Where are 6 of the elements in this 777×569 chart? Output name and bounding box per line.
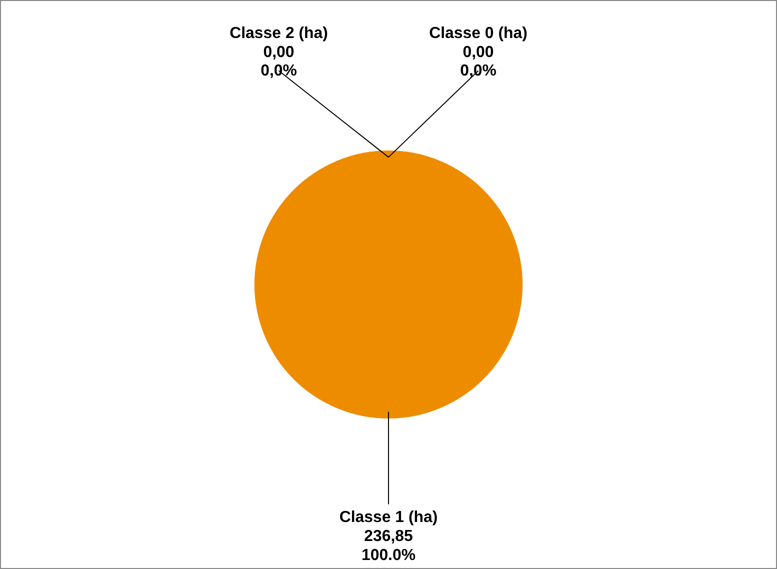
data-label: 236,85 100.0% [361, 528, 416, 564]
text: 0,00 0,0% [460, 44, 496, 80]
slice-label: Classe 1 (ha) [339, 509, 438, 526]
category-label: Classe 0 (ha) [429, 24, 528, 42]
category-label: Classe 2 (ha) [230, 24, 328, 42]
text: 0,00 0,0% [260, 44, 297, 80]
